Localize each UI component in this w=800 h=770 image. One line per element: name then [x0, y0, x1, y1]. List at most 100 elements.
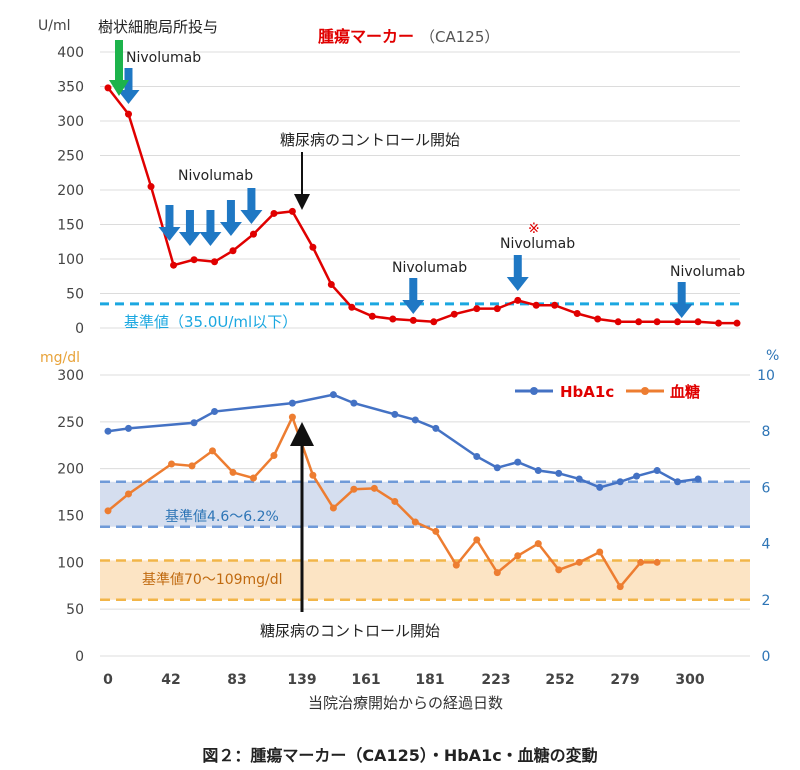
ca125-line: [107, 87, 737, 325]
hba1c-point: [555, 469, 563, 477]
reference-bands: [100, 480, 750, 602]
green-arrow-icon: [109, 40, 129, 96]
ca125-point: [249, 230, 257, 238]
ca125-point: [674, 318, 682, 326]
hba1c-point: [288, 399, 296, 407]
glucose-point: [309, 471, 317, 479]
x-axis-label: 当院治療開始からの経過日数: [308, 694, 503, 712]
glucose-point: [514, 552, 522, 560]
legend-glucose-label: 血糖: [670, 383, 700, 401]
ca125-point: [514, 296, 522, 304]
x-tick-label: 252: [545, 672, 574, 688]
bottom-y-ticks-right: 0 2 4 6 8 10: [757, 368, 775, 665]
ca125-point: [348, 303, 356, 311]
hba1c-point: [411, 416, 419, 424]
ca125-point: [211, 258, 219, 266]
asterisk-mark: ※: [528, 221, 540, 237]
ca125-series: [104, 84, 741, 327]
hba1c-point: [104, 427, 112, 435]
glucose-point: [229, 468, 237, 476]
hba1c-point: [653, 467, 661, 475]
ca125-point: [614, 318, 622, 326]
ca125-point: [430, 318, 438, 326]
nivolumab-arrow-icon: [178, 210, 201, 246]
ca125-point: [594, 315, 602, 323]
top-y-tick-label: 400: [57, 45, 84, 61]
bottom-y-tick-left: 100: [57, 555, 84, 571]
hba1c-point: [329, 391, 337, 399]
ca125-point: [288, 207, 296, 215]
legend-hba1c-label: HbA1c: [560, 383, 614, 401]
top-y-tick-label: 0: [75, 321, 84, 337]
glucose-point: [616, 583, 624, 591]
ca125-point: [551, 301, 559, 309]
hba1c-point: [211, 408, 219, 416]
x-tick-label: 300: [675, 672, 704, 688]
glucose-point: [208, 447, 216, 455]
hba1c-point: [674, 478, 682, 486]
reference-band: [100, 481, 750, 527]
top-title-suffix: （CA125）: [420, 28, 499, 46]
band-label-glucose: 基準値70〜109mg/dl: [142, 571, 283, 588]
glucose-point: [555, 566, 563, 574]
hba1c-point: [493, 464, 501, 472]
ca125-point: [532, 301, 540, 309]
bottom-y-unit-left: mg/dl: [40, 350, 80, 366]
top-gridlines: [100, 51, 740, 329]
ca125-point: [270, 209, 278, 217]
legend-hba1c-marker: [530, 387, 538, 395]
figure-caption: 図２：腫瘍マーカー（CA125）・HbA1c・血糖の変動: [202, 746, 598, 765]
bottom-y-tick-right: 6: [762, 480, 771, 496]
nivolumab-arrow-icon: [219, 200, 242, 236]
bottom-y-tick-right: 8: [762, 424, 771, 440]
bottom-y-unit-right: %: [766, 348, 779, 364]
ca125-point: [409, 316, 417, 324]
glucose-point: [104, 507, 112, 515]
glucose-point: [391, 497, 399, 505]
dendritic-annotation: 樹状細胞局所投与: [98, 18, 218, 96]
dm-control-label-top: 糖尿病のコントロール開始: [280, 131, 460, 149]
nivolumab-arrow-icon: [506, 255, 529, 291]
nivolumab-arrow-icon: [117, 68, 140, 104]
ca125-point: [309, 243, 317, 251]
hba1c-point: [190, 419, 198, 427]
hba1c-point: [575, 475, 583, 483]
x-tick-label: 181: [415, 672, 444, 688]
bottom-y-tick-left: 200: [57, 462, 84, 478]
top-title: 腫瘍マーカー （CA125）: [318, 27, 499, 46]
glucose-point: [473, 536, 481, 544]
nivolumab-arrows: [117, 68, 693, 318]
glucose-point: [288, 413, 296, 421]
nivolumab-arrow-icon: [158, 205, 181, 241]
ca125-point: [450, 310, 458, 318]
ca125-point: [124, 110, 132, 118]
nivolumab-arrow-icon: [199, 210, 222, 246]
ca125-point: [694, 318, 702, 326]
hba1c-point: [432, 424, 440, 432]
x-tick-label: 42: [161, 672, 180, 688]
bottom-y-tick-left: 150: [57, 509, 84, 525]
ca125-point: [635, 318, 643, 326]
glucose-point: [329, 504, 337, 512]
nivolumab-arrow-icon: [670, 282, 693, 318]
x-tick-label: 279: [610, 672, 639, 688]
ca125-point: [573, 310, 581, 318]
glucose-point: [575, 558, 583, 566]
reference-band: [100, 560, 750, 600]
nivolumab-arrow-icon: [240, 188, 263, 224]
glucose-point: [493, 569, 501, 577]
hba1c-point: [534, 467, 542, 475]
glucose-point: [350, 485, 358, 493]
hba1c-point: [391, 410, 399, 418]
glucose-point: [596, 548, 604, 556]
ca125-point: [229, 247, 237, 255]
bottom-y-ticks-left: 0 50 100 150 200 250 300: [57, 368, 84, 665]
hba1c-point: [473, 452, 481, 460]
bottom-y-tick-right: 4: [762, 537, 771, 553]
ca125-point: [368, 312, 376, 320]
glucose-point: [270, 452, 278, 460]
bottom-y-tick-left: 250: [57, 415, 84, 431]
ca125-point: [715, 319, 723, 327]
x-tick-label: 161: [351, 672, 380, 688]
ca125-point: [190, 256, 198, 264]
